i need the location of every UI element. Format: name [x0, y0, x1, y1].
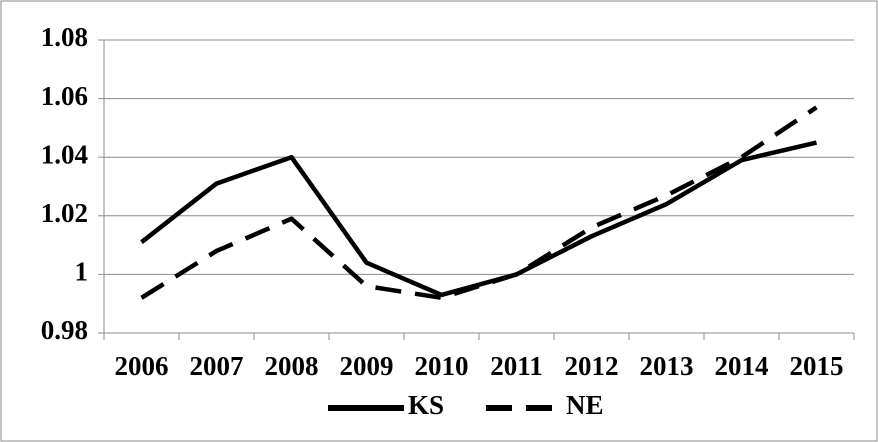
x-tick-label: 2007 — [190, 351, 244, 381]
legend-label: NE — [566, 390, 604, 420]
x-tick-label: 2013 — [640, 351, 694, 381]
y-tick-label: 1.02 — [41, 198, 88, 228]
x-tick-label: 2011 — [490, 351, 543, 381]
y-tick-label: 1.08 — [41, 22, 88, 52]
x-tick-label: 2012 — [565, 351, 619, 381]
x-tick-label: 2015 — [790, 351, 844, 381]
y-tick-label: 1 — [75, 257, 89, 287]
series-line — [140, 105, 818, 301]
legend-label: KS — [408, 390, 444, 420]
x-tick-label: 2014 — [715, 351, 769, 381]
x-tick-label: 2008 — [265, 351, 319, 381]
x-tick-label: 2010 — [415, 351, 469, 381]
y-tick-label: 0.98 — [41, 315, 88, 345]
y-tick-label: 1.04 — [41, 139, 88, 169]
y-tick-label: 1.06 — [41, 81, 88, 111]
x-tick-label: 2009 — [340, 351, 394, 381]
series-line — [140, 140, 818, 298]
x-tick-label: 2006 — [115, 351, 169, 381]
